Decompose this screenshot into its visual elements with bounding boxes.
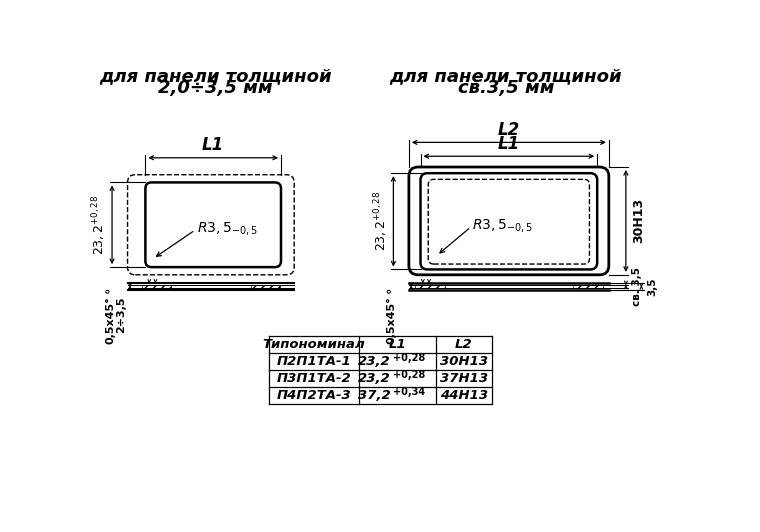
Text: L1: L1 [388, 338, 406, 352]
Text: 2÷3,5: 2÷3,5 [116, 296, 126, 333]
Text: $R3,5_{-0,5}$: $R3,5_{-0,5}$ [197, 220, 258, 237]
Text: 0,5х45°: 0,5х45° [387, 296, 397, 344]
Text: +0,28: +0,28 [393, 370, 425, 380]
Text: 30Н13: 30Н13 [440, 355, 488, 368]
Text: 3,5: 3,5 [648, 277, 657, 296]
Text: П4П2ТА-3: П4П2ТА-3 [277, 389, 351, 402]
Text: L1: L1 [498, 135, 520, 153]
Text: +0,28: +0,28 [393, 353, 425, 363]
Text: 37,2: 37,2 [358, 389, 391, 402]
Text: 23,2: 23,2 [358, 355, 391, 368]
Text: L2: L2 [498, 121, 520, 138]
Text: 44Н13: 44Н13 [440, 389, 488, 402]
Text: св. 3,5: св. 3,5 [632, 267, 642, 306]
Text: 23,2: 23,2 [358, 372, 391, 385]
Bar [573, 285, 603, 288]
Text: Типономинал: Типономинал [262, 338, 366, 352]
Text: 2,0÷3,5 мм: 2,0÷3,5 мм [158, 79, 272, 97]
Bar [251, 285, 280, 288]
Text: L1: L1 [202, 136, 224, 154]
Text: $R3,5_{-0,5}$: $R3,5_{-0,5}$ [473, 217, 534, 234]
Text: для панели толщиной: для панели толщиной [99, 67, 331, 85]
Bar [415, 285, 445, 288]
Text: $23,2^{+0,28}$: $23,2^{+0,28}$ [90, 195, 108, 255]
Text: L2: L2 [455, 338, 473, 352]
Text: +0,34: +0,34 [393, 387, 425, 397]
Text: $23,2^{+0,28}$: $23,2^{+0,28}$ [372, 191, 389, 252]
Text: П3П1ТА-2: П3П1ТА-2 [277, 372, 351, 385]
Text: 0,5х45°: 0,5х45° [106, 296, 116, 344]
Text: св.3,5 мм: св.3,5 мм [458, 79, 554, 97]
Bar [141, 285, 171, 288]
Text: П2П1ТА-1: П2П1ТА-1 [277, 355, 351, 368]
Text: 37Н13: 37Н13 [440, 372, 488, 385]
Text: для панели толщиной: для панели толщиной [389, 67, 622, 85]
Text: 30Н13: 30Н13 [632, 198, 644, 244]
